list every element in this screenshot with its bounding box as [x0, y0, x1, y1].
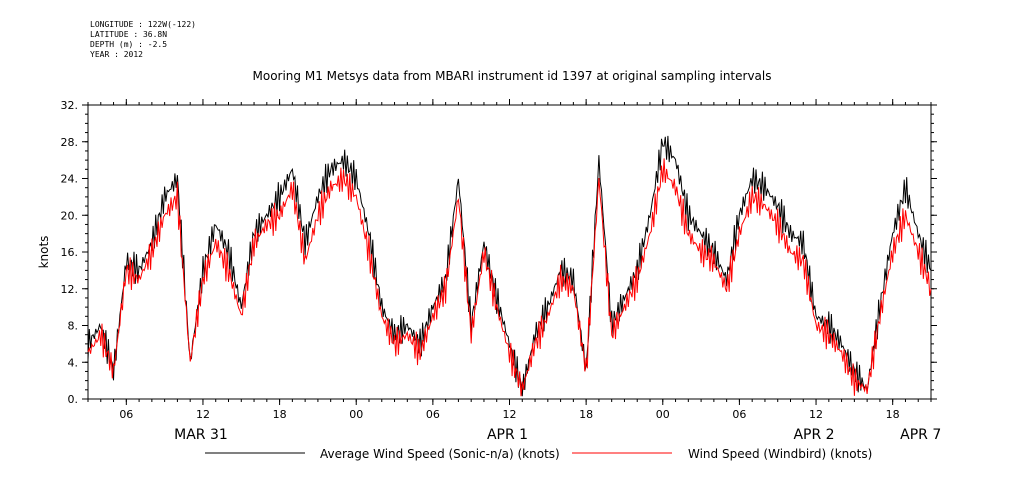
x-hour-label: 18 — [886, 408, 900, 421]
x-date-label: APR 1 — [487, 427, 528, 443]
legend-label-windbird: Wind Speed (Windbird) (knots) — [688, 447, 872, 461]
y-tick-label: 8. — [68, 320, 79, 333]
x-hour-label: 12 — [503, 408, 517, 421]
x-date-label: APR 2 — [793, 427, 834, 443]
metadata-block: LONGITUDE : 122W(-122) LATITUDE : 36.8N … — [90, 20, 196, 60]
x-hour-label: 06 — [732, 408, 746, 421]
chart-title: Mooring M1 Metsys data from MBARI instru… — [253, 69, 772, 83]
x-date-label: APR 7 — [900, 427, 941, 443]
x-hour-label: 06 — [119, 408, 133, 421]
y-tick-label: 24. — [61, 173, 79, 186]
series-layer — [87, 135, 932, 397]
y-tick-label: 0. — [68, 393, 79, 406]
y-tick-label: 4. — [68, 356, 79, 369]
y-tick-label: 12. — [61, 283, 79, 296]
x-hour-label: 12 — [196, 408, 210, 421]
x-hour-label: 12 — [809, 408, 823, 421]
meta-longitude: LONGITUDE : 122W(-122) — [90, 20, 196, 29]
x-hour-label: 00 — [349, 408, 363, 421]
y-tick-label: 28. — [61, 136, 79, 149]
series-line-windbird — [87, 158, 932, 397]
x-hour-label: 18 — [579, 408, 593, 421]
meta-year: YEAR : 2012 — [90, 50, 143, 59]
legend-label-sonic: Average Wind Speed (Sonic-n/a) (knots) — [320, 447, 560, 461]
legend: Average Wind Speed (Sonic-n/a) (knots) W… — [205, 447, 872, 461]
axes-layer: 0. 4. 8. 12. 16. 20. 24. 28. 32. 06 12 18 00 06 12 18 00… — [61, 99, 941, 443]
x-hour-label: 06 — [426, 408, 440, 421]
y-tick-label: 32. — [61, 99, 79, 112]
x-hour-label: 00 — [656, 408, 670, 421]
y-tick-label: 20. — [61, 209, 79, 222]
meta-depth: DEPTH (m) : -2.5 — [90, 40, 168, 49]
y-axis-label: knots — [37, 236, 51, 269]
meta-latitude: LATITUDE : 36.8N — [90, 30, 168, 39]
series-line-sonic — [87, 135, 932, 397]
x-date-label: MAR 31 — [174, 427, 228, 443]
y-tick-label: 16. — [61, 246, 79, 259]
x-hour-label: 18 — [273, 408, 287, 421]
